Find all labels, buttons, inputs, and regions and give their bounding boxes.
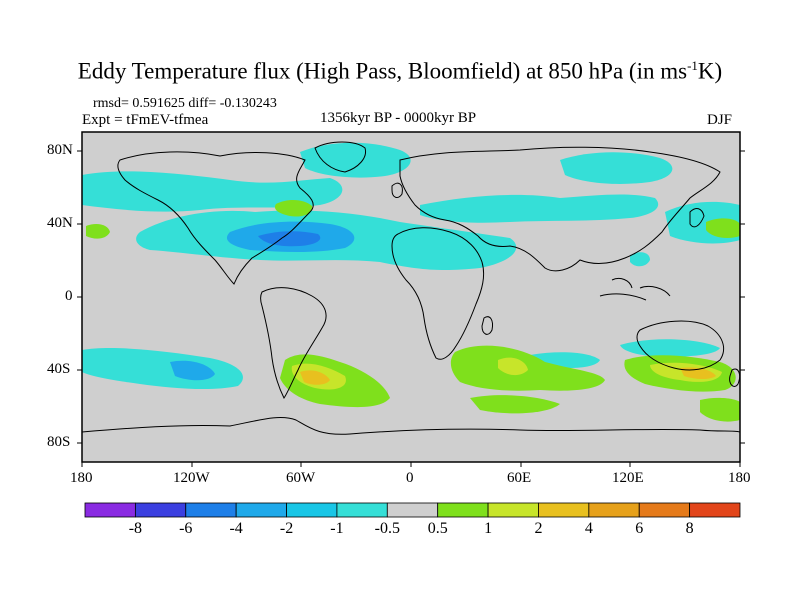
colorbar-label: 2 <box>534 520 543 537</box>
lat-label-40n: 40N <box>47 215 73 231</box>
season-label: DJF <box>707 112 733 128</box>
contour-greatlakes-pos <box>274 200 313 217</box>
colorbar-swatch <box>386 502 439 518</box>
colorbar <box>84 502 741 518</box>
experiment-label: Expt = tFmEV-tfmea <box>82 112 209 128</box>
coast-africa <box>391 227 485 360</box>
colorbar-swatch <box>336 502 388 518</box>
contour-siberia-blob <box>560 152 673 184</box>
stats-label: rmsd= 0.591625 diff= -0.130243 <box>93 96 277 111</box>
lat-label-80n: 80N <box>47 142 73 158</box>
lon-label-60e: 60E <box>507 470 532 486</box>
lon-label-180w: 180 <box>70 470 93 486</box>
colorbar-swatch <box>286 502 338 518</box>
colorbar-label: -8 <box>128 520 143 537</box>
contour-natl-strong <box>258 231 321 247</box>
coast-north-america <box>117 151 314 285</box>
lat-label-80s: 80S <box>47 434 71 450</box>
colorbar-label: 8 <box>685 520 694 537</box>
colorbar-label: -4 <box>229 520 243 537</box>
contour-arctic-blob <box>300 142 411 178</box>
period-label: 1356kyr BP - 0000kyr BP <box>320 110 477 126</box>
map-title: Eddy Temperature flux (High Pass, Bloomf… <box>77 58 723 84</box>
coast-madagascar <box>481 316 493 335</box>
coast-eurasia <box>399 146 721 272</box>
colorbar-swatch <box>638 502 691 518</box>
contour-japan-pos <box>706 218 740 238</box>
coast-south-america <box>260 287 327 399</box>
contour-npac-pos <box>86 224 110 239</box>
coast-uk <box>391 182 403 198</box>
contour-dateline-pos <box>700 397 740 422</box>
contour-spac-neg-core <box>170 360 215 381</box>
contour-indian-pos <box>450 345 605 391</box>
colorbar-swatch <box>235 502 287 518</box>
coast-antarctica <box>82 417 740 435</box>
contour-satl-pos-strong <box>300 370 330 385</box>
contour-asia-band <box>420 194 659 223</box>
colorbar-label: 4 <box>584 520 593 537</box>
colorbar-label: 1 <box>484 520 493 537</box>
lon-label-120e: 120E <box>612 470 644 486</box>
lon-ticks <box>81 462 741 467</box>
lon-label-60w: 60W <box>286 470 316 486</box>
colorbar-label: -6 <box>179 520 193 537</box>
lat-label-eq: 0 <box>65 288 73 304</box>
colorbar-label: -2 <box>279 520 294 537</box>
lat-label-40s: 40S <box>47 361 71 377</box>
contour-field <box>82 132 740 462</box>
colorbar-swatch <box>689 502 741 518</box>
colorbar-swatch <box>84 502 136 518</box>
contour-wpac-small <box>630 252 650 267</box>
lon-label-120w: 120W <box>173 470 210 486</box>
colorbar-swatch <box>437 502 489 518</box>
contour-indian-pos-mid <box>498 357 528 376</box>
colorbar-label: -0.5 <box>374 520 400 537</box>
coastlines <box>82 141 740 435</box>
colorbar-swatch <box>538 502 590 518</box>
coast-australia <box>636 320 724 371</box>
colorbar-swatch <box>185 502 237 518</box>
lon-label-180e: 180 <box>728 470 751 486</box>
contour-npac-band <box>82 171 343 212</box>
coast-new-zealand <box>729 368 740 387</box>
lon-label-0: 0 <box>406 470 414 486</box>
colorbar-label: -1 <box>330 520 344 537</box>
coast-japan <box>689 208 705 228</box>
colorbar-label: 0.5 <box>427 520 448 537</box>
coast-indonesia <box>599 277 671 301</box>
coast-greenland <box>314 141 367 173</box>
lat-ticks <box>77 150 745 444</box>
colorbar-label: 6 <box>635 520 644 537</box>
colorbar-swatch <box>588 502 640 518</box>
colorbar-swatch <box>487 502 539 518</box>
contour-southern-ocean-pos <box>470 395 560 414</box>
colorbar-swatch <box>134 502 187 518</box>
